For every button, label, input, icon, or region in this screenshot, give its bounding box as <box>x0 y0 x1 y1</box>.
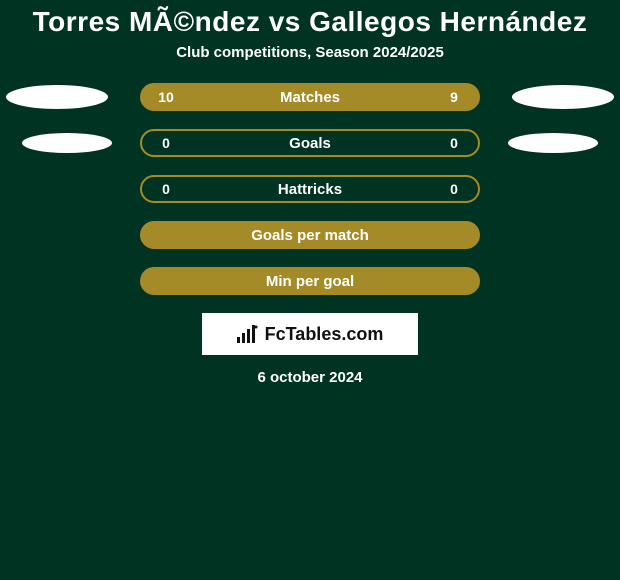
stat-pill: 10 Matches 9 <box>140 83 480 111</box>
stat-rows: 10 Matches 9 0 Goals 0 0 Hattricks 0 <box>0 83 620 295</box>
stat-pill: 0 Goals 0 <box>140 129 480 157</box>
player-right-oval <box>508 133 598 153</box>
brand-badge: FcTables.com <box>202 313 418 355</box>
stat-label: Hattricks <box>142 181 478 198</box>
player-left-oval <box>22 133 112 153</box>
stat-label: Goals <box>142 135 478 152</box>
stat-pill: Min per goal <box>140 267 480 295</box>
stat-row: 10 Matches 9 <box>0 83 620 111</box>
stat-pill: Goals per match <box>140 221 480 249</box>
player-right-oval <box>512 85 614 109</box>
brand-text: FcTables.com <box>265 324 384 345</box>
comparison-card: Torres MÃ©ndez vs Gallegos Hernández Clu… <box>0 0 620 580</box>
page-subtitle: Club competitions, Season 2024/2025 <box>176 44 444 61</box>
stat-row: Min per goal <box>0 267 620 295</box>
stat-label: Goals per match <box>142 227 478 244</box>
player-left-oval <box>6 85 108 109</box>
bar-chart-icon <box>237 325 259 343</box>
stat-pill: 0 Hattricks 0 <box>140 175 480 203</box>
stat-row: 0 Goals 0 <box>0 129 620 157</box>
stat-row: 0 Hattricks 0 <box>0 175 620 203</box>
stat-label: Matches <box>142 89 478 106</box>
stat-label: Min per goal <box>142 273 478 290</box>
date-label: 6 october 2024 <box>257 369 362 386</box>
page-title: Torres MÃ©ndez vs Gallegos Hernández <box>33 6 588 38</box>
stat-row: Goals per match <box>0 221 620 249</box>
